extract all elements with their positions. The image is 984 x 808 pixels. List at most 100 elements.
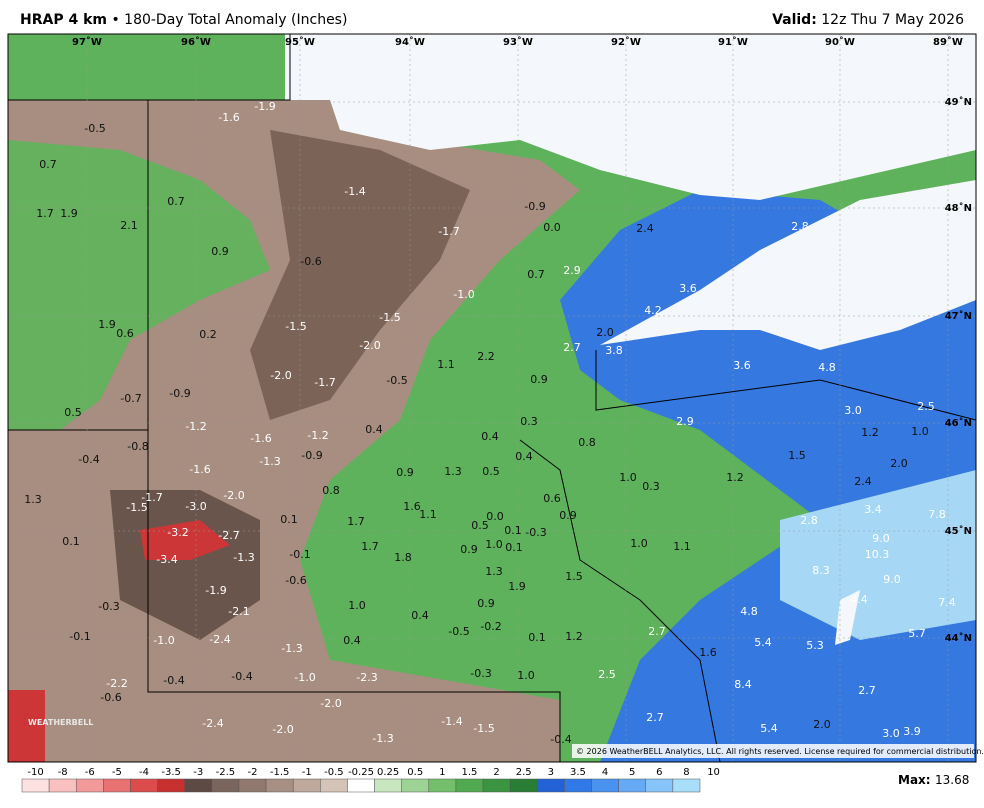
map-value: -2.0 (270, 369, 291, 382)
map-value: -1.2 (307, 429, 328, 442)
legend-label: 8 (683, 767, 689, 778)
map-value: -0.6 (100, 691, 121, 704)
map-value: 1.8 (394, 551, 412, 564)
map-value: 9.0 (872, 532, 890, 545)
legend-swatch (292, 778, 321, 793)
map-value: 1.0 (630, 537, 648, 550)
legend-label: 0.5 (407, 767, 423, 778)
lon-label: 91˚W (718, 36, 748, 48)
legend-swatch (509, 778, 538, 793)
map-value: 0.0 (543, 221, 561, 234)
map-value: -0.5 (84, 122, 105, 135)
copyright-bg (572, 744, 974, 758)
map-value: 2.5 (598, 668, 616, 681)
map-value: 2.8 (800, 514, 818, 527)
legend-swatch (455, 778, 484, 793)
map-field (8, 34, 976, 762)
map-value: 1.3 (444, 465, 462, 478)
map-value: -1.7 (314, 376, 335, 389)
map-value: -2.0 (320, 697, 341, 710)
legend-swatch (320, 778, 348, 793)
map-value: 2.9 (676, 415, 694, 428)
legend-swatch (130, 778, 158, 793)
map-value: -1.7 (438, 225, 459, 238)
map-value: -0.3 (525, 526, 546, 539)
map-value: 3.6 (733, 359, 751, 372)
map-value: 0.1 (528, 631, 546, 644)
map-value: 2.0 (813, 718, 831, 731)
map-value: -0.5 (386, 374, 407, 387)
map-value: -1.5 (126, 501, 147, 514)
map-value: 0.6 (116, 327, 134, 340)
map-value: 3.8 (605, 344, 623, 357)
legend-swatch (157, 778, 185, 793)
map-value: 0.4 (515, 450, 533, 463)
legend-swatch (211, 778, 240, 793)
legend-swatch (591, 778, 619, 793)
legend-swatch (21, 778, 50, 793)
map-value: -2.0 (359, 339, 380, 352)
map-value: -1.4 (441, 715, 462, 728)
map-value: -0.2 (480, 620, 501, 633)
map-value: 1.1 (419, 508, 437, 521)
map-value: -3.0 (185, 500, 206, 513)
canada (8, 34, 976, 200)
map-value: 1.9 (98, 318, 116, 331)
legend-label: -2 (248, 767, 258, 778)
map-value: -2.2 (106, 677, 127, 690)
map-value: -0.9 (169, 387, 190, 400)
map-value: -2.0 (223, 489, 244, 502)
map-value: 0.9 (396, 466, 414, 479)
legend-label: -0.25 (348, 767, 374, 778)
legend-label: -1 (302, 767, 312, 778)
map-value: 1.3 (485, 565, 503, 578)
map-value: 3.0 (882, 727, 900, 740)
map-value: 1.0 (619, 471, 637, 484)
map-value: 1.2 (726, 471, 744, 484)
map-value: -0.5 (448, 625, 469, 638)
map-value: 2.4 (854, 475, 872, 488)
map-value: 1.3 (24, 493, 42, 506)
map-value: -2.4 (209, 633, 230, 646)
map-value: 4.4 (850, 593, 868, 606)
map-value: -0.9 (524, 200, 545, 213)
map-value: 0.6 (543, 492, 561, 505)
map-value: 0.4 (481, 430, 499, 443)
map-value: -2.4 (202, 717, 223, 730)
legend-label: 4 (602, 767, 608, 778)
dry-core (250, 130, 470, 420)
legend-swatch (537, 778, 565, 793)
lat-label: 46˚N (945, 417, 972, 429)
legend-swatch (645, 778, 674, 793)
map-value: 1.6 (403, 500, 421, 513)
map-value: 1.6 (699, 646, 717, 659)
map-value: 9.0 (883, 573, 901, 586)
map-value: -1.5 (379, 311, 400, 324)
map-value: 1.9 (508, 580, 526, 593)
map-value: 3.4 (864, 503, 882, 516)
map-value: 0.7 (39, 158, 57, 171)
map-value: -0.4 (231, 670, 252, 683)
deficit (140, 520, 230, 560)
map-value: 2.1 (120, 219, 138, 232)
legend-label: -3.5 (161, 767, 181, 778)
map-value: 1.1 (673, 540, 691, 553)
lake-winnebago (835, 590, 860, 645)
map-value: -1.4 (344, 185, 365, 198)
map-value: -0.1 (289, 548, 310, 561)
map-value: -1.6 (250, 432, 271, 445)
model: HRAP 4 km (20, 12, 107, 28)
legend-swatch (401, 778, 430, 793)
map-value: -1.5 (285, 320, 306, 333)
map-value: -0.6 (285, 574, 306, 587)
map-value: 1.7 (36, 207, 54, 220)
map-value: -1.5 (473, 722, 494, 735)
legend-label: -0.5 (324, 767, 344, 778)
map-value: 2.0 (890, 457, 908, 470)
map-value: 0.5 (64, 406, 82, 419)
map-value: 7.8 (928, 508, 946, 521)
map-value: -0.7 (120, 392, 141, 405)
legend-swatch (564, 778, 592, 793)
map-value: 1.7 (347, 515, 365, 528)
